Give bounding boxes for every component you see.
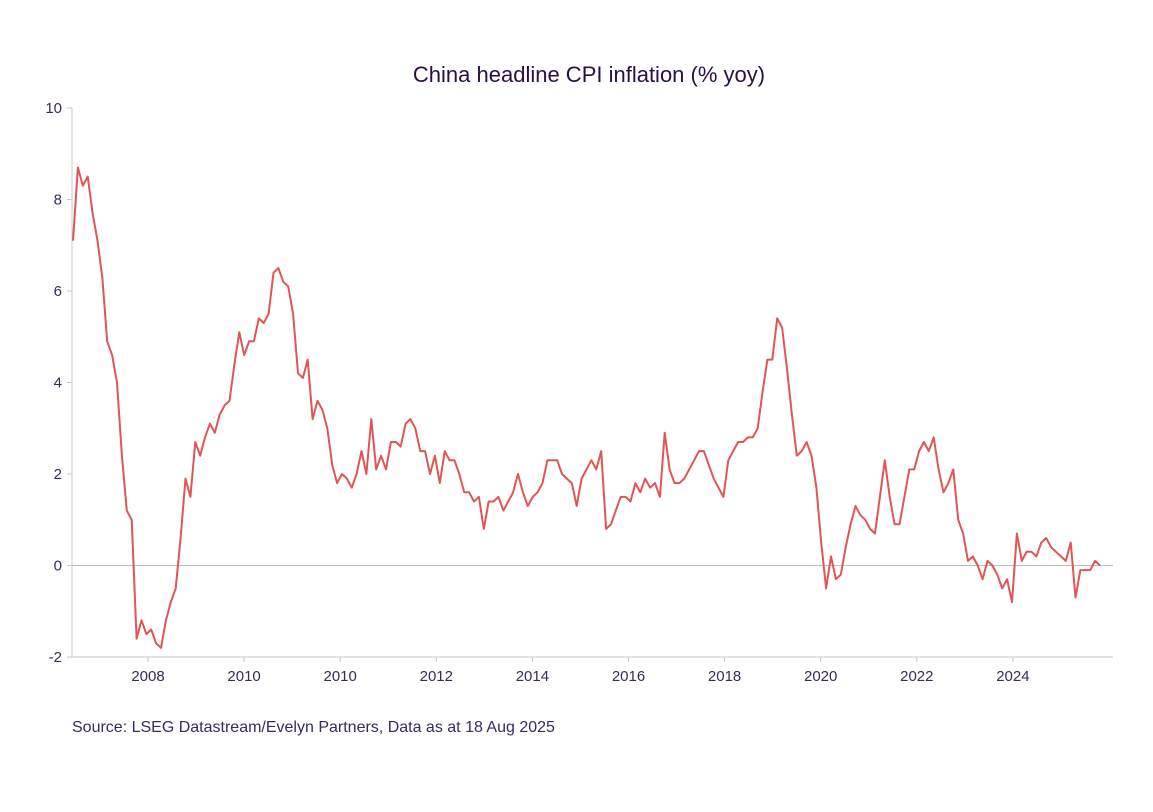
- y-tick-label: 6: [54, 283, 62, 300]
- x-tick-label: 2016: [612, 668, 645, 685]
- source-note: Source: LSEG Datastream/Evelyn Partners,…: [72, 719, 555, 736]
- chart-title: China headline CPI inflation (% yoy): [412, 62, 766, 87]
- x-tick-label: 2024: [996, 668, 1029, 685]
- x-tick-label: 2022: [900, 668, 933, 685]
- series: [72, 166, 1101, 649]
- y-tick-label: 2: [54, 466, 62, 483]
- y-tick-label: 10: [45, 100, 62, 117]
- x-axis-ticks: 2008 2010 2010 2012 2014 2016 2018 2020 2022 2024: [131, 657, 1030, 685]
- x-tick-label: 2018: [708, 668, 741, 685]
- y-tick-label: 0: [54, 558, 62, 575]
- x-tick-label: 2014: [516, 668, 549, 685]
- cpi-line: [72, 166, 1101, 649]
- y-tick-label: -2: [49, 649, 62, 666]
- x-tick-label: 2010: [227, 668, 260, 685]
- axes: [71, 108, 1113, 658]
- x-tick-label: 2008: [131, 668, 164, 685]
- x-tick-label: 2020: [804, 668, 837, 685]
- x-tick-label: 2012: [420, 668, 453, 685]
- y-tick-label: 8: [54, 192, 62, 209]
- x-tick-label: 2010: [324, 668, 357, 685]
- y-tick-label: 4: [54, 375, 62, 392]
- y-axis-ticks: -2 0 2 4 6 8 10: [45, 100, 72, 666]
